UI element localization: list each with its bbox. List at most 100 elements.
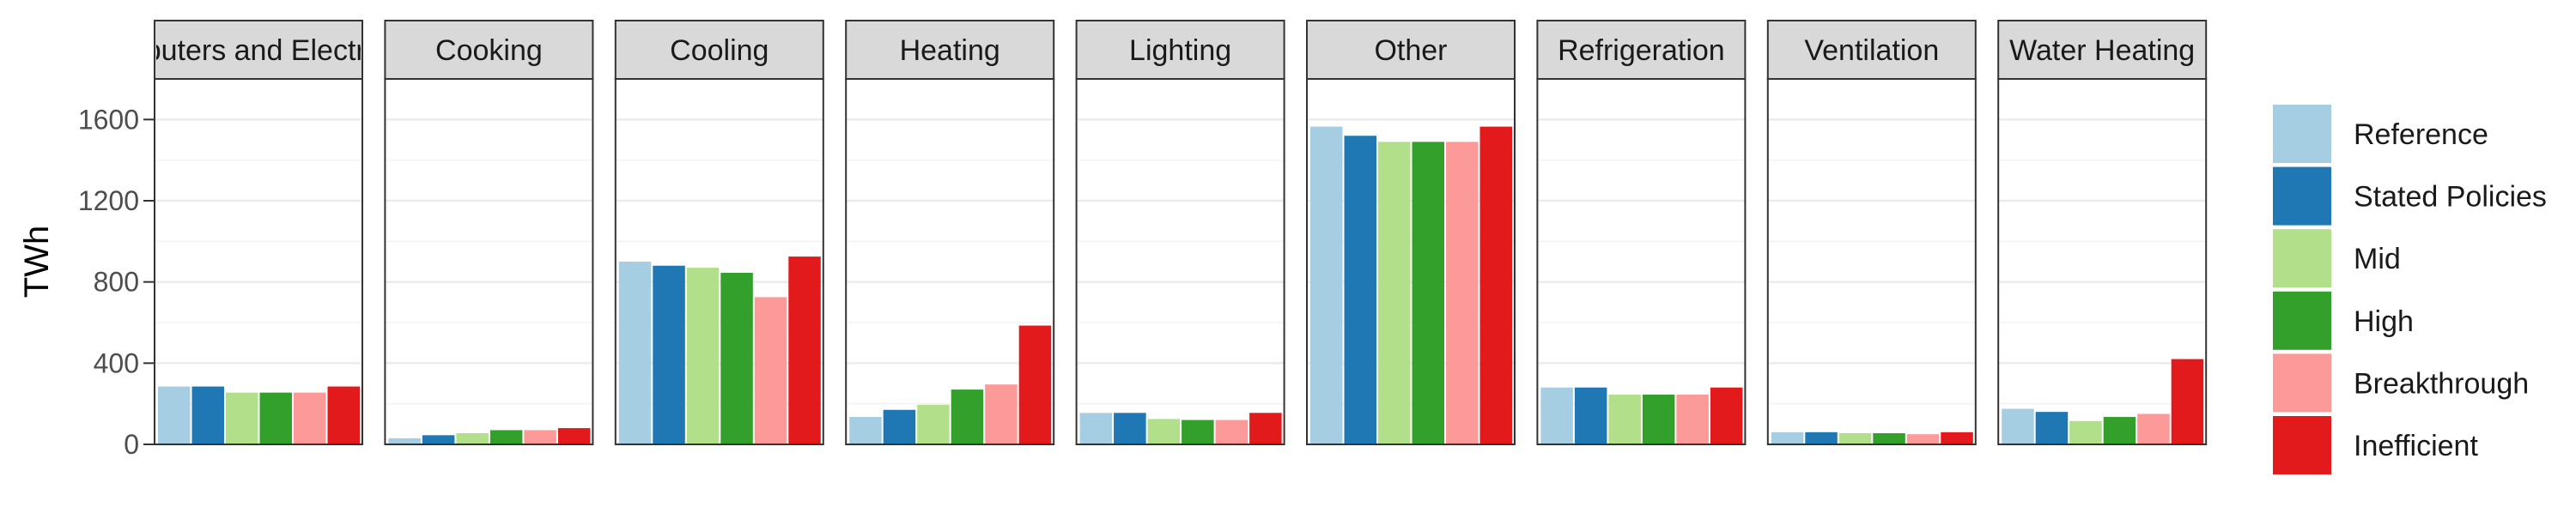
panel-background bbox=[1076, 79, 1285, 444]
bar-refrigeration-high bbox=[1642, 395, 1675, 444]
facet-panel-computers-and-electronics: Computers and Electronics bbox=[83, 20, 434, 446]
bar-other-high bbox=[1412, 142, 1444, 444]
bar-ventilation-inefficient bbox=[1941, 431, 1973, 444]
y-tick-label: 1200 bbox=[78, 185, 139, 216]
bar-computers-and-electronics-reference bbox=[158, 386, 191, 444]
bar-water-heating-stated-policies bbox=[2035, 412, 2069, 444]
bar-refrigeration-stated-policies bbox=[1574, 387, 1607, 444]
bar-ventilation-mid bbox=[1838, 432, 1872, 444]
legend-item-stated-policies: Stated Policies bbox=[2273, 166, 2547, 226]
panel-background bbox=[1767, 79, 1976, 444]
bar-lighting-reference bbox=[1079, 413, 1113, 444]
bar-other-mid bbox=[1378, 142, 1411, 444]
facet-label: Heating bbox=[900, 34, 1000, 67]
facet-panels: Computers and Electronics Cooking Cooling H… bbox=[83, 20, 2208, 446]
bar-ventilation-breakthrough bbox=[1906, 434, 1940, 444]
bar-refrigeration-breakthrough bbox=[1676, 395, 1709, 444]
bar-ventilation-high bbox=[1873, 432, 1905, 444]
bar-refrigeration-mid bbox=[1608, 395, 1641, 444]
bar-heating-stated-policies bbox=[883, 409, 916, 444]
bar-cooling-mid bbox=[686, 268, 720, 444]
bar-lighting-mid bbox=[1147, 419, 1181, 444]
bar-computers-and-electronics-high bbox=[259, 392, 292, 444]
facet-strip bbox=[384, 20, 594, 80]
bar-cooking-stated-policies bbox=[422, 435, 455, 444]
facet-strip bbox=[1075, 20, 1285, 80]
bar-cooling-stated-policies bbox=[653, 265, 685, 444]
legend-item-inefficient: Inefficient bbox=[2273, 416, 2478, 474]
bar-cooling-reference bbox=[618, 262, 652, 444]
legend-item-reference: Reference bbox=[2273, 105, 2488, 163]
bar-computers-and-electronics-mid bbox=[226, 392, 258, 444]
panel-background bbox=[385, 79, 593, 444]
facet-panel-ventilation: Ventilation bbox=[1766, 20, 1977, 446]
bar-water-heating-breakthrough bbox=[2137, 413, 2170, 444]
facet-label: Ventilation bbox=[1804, 34, 1939, 67]
bar-water-heating-high bbox=[2103, 417, 2136, 444]
facet-label: Water Heating bbox=[2009, 34, 2195, 67]
facet-label: Cooling bbox=[670, 34, 769, 67]
bar-lighting-inefficient bbox=[1249, 413, 1282, 444]
bar-heating-breakthrough bbox=[985, 384, 1018, 444]
facet-label: Cooking bbox=[435, 34, 543, 67]
facet-label: Lighting bbox=[1129, 34, 1231, 67]
bar-water-heating-mid bbox=[2069, 420, 2102, 444]
bar-computers-and-electronics-inefficient bbox=[327, 386, 360, 444]
legend-label: High bbox=[2354, 305, 2414, 338]
bar-other-reference bbox=[1310, 126, 1343, 444]
panel-background bbox=[1537, 79, 1746, 444]
bar-water-heating-inefficient bbox=[2171, 359, 2204, 444]
bar-ventilation-stated-policies bbox=[1805, 431, 1838, 444]
bar-other-breakthrough bbox=[1446, 142, 1479, 444]
y-tick-label: 800 bbox=[94, 267, 139, 298]
bar-refrigeration-inefficient bbox=[1710, 387, 1743, 444]
bar-heating-mid bbox=[917, 404, 950, 444]
bar-cooling-inefficient bbox=[788, 256, 821, 444]
legend-item-high: High bbox=[2273, 291, 2414, 350]
facet-panel-other: Other bbox=[1306, 20, 1516, 446]
bar-heating-high bbox=[951, 389, 984, 444]
bar-cooking-inefficient bbox=[557, 428, 591, 444]
legend-key bbox=[2273, 353, 2331, 413]
y-tick-label: 400 bbox=[94, 347, 139, 378]
legend-label: Inefficient bbox=[2354, 430, 2478, 462]
facet-panel-cooling: Cooling bbox=[614, 20, 824, 446]
y-axis-title: TWh bbox=[18, 226, 56, 298]
legend-label: Mid bbox=[2354, 243, 2401, 275]
bar-other-stated-policies bbox=[1344, 136, 1376, 444]
legend-label: Breakthrough bbox=[2354, 367, 2529, 400]
legend-item-breakthrough: Breakthrough bbox=[2273, 353, 2529, 413]
bar-cooking-breakthrough bbox=[524, 430, 556, 444]
legend: Reference Stated Policies Mid High Breakthro… bbox=[2273, 105, 2547, 474]
facet-strip bbox=[614, 20, 824, 80]
legend-label: Stated Policies bbox=[2354, 181, 2547, 214]
facet-strip bbox=[1766, 20, 1977, 80]
bar-cooking-reference bbox=[388, 438, 421, 444]
facet-panel-lighting: Lighting bbox=[1075, 20, 1285, 446]
y-tick-label: 1600 bbox=[78, 104, 139, 135]
facet-panel-refrigeration: Refrigeration bbox=[1536, 20, 1747, 446]
legend-key bbox=[2273, 105, 2331, 163]
bar-refrigeration-reference bbox=[1540, 387, 1573, 444]
legend-key bbox=[2273, 166, 2331, 226]
facet-strip bbox=[1536, 20, 1747, 80]
facet-strip bbox=[1997, 20, 2208, 80]
legend-key bbox=[2273, 229, 2331, 288]
bar-cooling-high bbox=[720, 273, 753, 444]
facet-panel-cooking: Cooking bbox=[384, 20, 594, 446]
facet-label: Refrigeration bbox=[1558, 34, 1725, 67]
legend-key bbox=[2273, 416, 2331, 474]
bar-water-heating-reference bbox=[2002, 408, 2034, 444]
bar-cooking-mid bbox=[456, 432, 489, 444]
facet-label: Other bbox=[1374, 34, 1447, 67]
bar-ventilation-reference bbox=[1771, 431, 1804, 444]
facet-label: Computers and Electronics bbox=[83, 34, 434, 67]
bar-other-inefficient bbox=[1479, 126, 1512, 444]
bar-lighting-high bbox=[1182, 419, 1214, 444]
facet-panel-heating: Heating bbox=[845, 20, 1055, 446]
bar-cooking-high bbox=[489, 430, 523, 444]
facet-strip bbox=[1306, 20, 1516, 80]
y-tick-label: 0 bbox=[124, 429, 139, 460]
